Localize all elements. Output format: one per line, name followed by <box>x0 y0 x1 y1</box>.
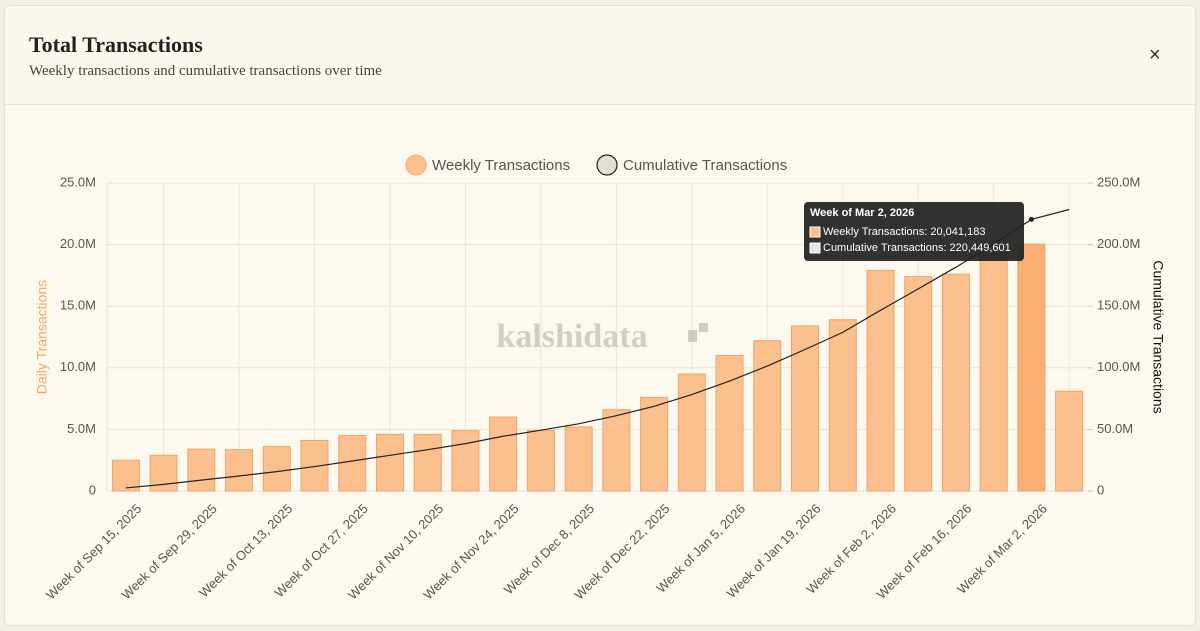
tooltip: Week of Mar 2, 2026 Weekly Transactions: … <box>804 202 1024 261</box>
hover-point <box>1028 216 1034 222</box>
y2-tick-label: 50.0M <box>1097 421 1133 436</box>
bar <box>564 426 593 492</box>
legend-swatch <box>596 154 618 176</box>
watermark: kalshidata <box>496 318 647 355</box>
y-tick-label: 25.0M <box>60 174 96 189</box>
bar <box>866 269 895 492</box>
tooltip-swatch <box>809 242 821 254</box>
y2-tick-label: 150.0M <box>1097 298 1140 313</box>
header: Total Transactions Weekly transactions a… <box>5 6 1195 105</box>
y2-tick-label: 100.0M <box>1097 359 1140 374</box>
bar <box>111 459 140 492</box>
bar <box>828 319 857 492</box>
legend-label: Cumulative Transactions <box>623 157 787 174</box>
tooltip-line: Cumulative Transactions: 220,449,601 <box>823 242 1011 254</box>
watermark-icon <box>688 330 697 342</box>
subtitle: Weekly transactions and cumulative trans… <box>29 63 382 79</box>
bar <box>753 340 782 492</box>
bar <box>1055 390 1084 492</box>
y2-tick-label: 0 <box>1097 482 1104 497</box>
legend-swatch <box>405 154 427 176</box>
y-tick-label: 20.0M <box>60 236 96 251</box>
y-tick-label: 15.0M <box>60 298 96 313</box>
title: Total Transactions <box>29 32 203 57</box>
bar <box>338 435 367 492</box>
y2-axis-title: Cumulative Transactions <box>1150 260 1166 413</box>
bar <box>489 416 518 492</box>
bar <box>1017 243 1046 492</box>
tooltip-box <box>804 202 1024 261</box>
bar <box>715 354 744 492</box>
bar <box>941 273 970 492</box>
y-axis-title: Daily Transactions <box>34 280 50 394</box>
tooltip-line: Weekly Transactions: 20,041,183 <box>823 226 985 238</box>
tooltip-title: Week of Mar 2, 2026 <box>810 207 914 219</box>
line <box>125 208 1070 489</box>
bar <box>602 409 631 492</box>
bar <box>526 430 555 492</box>
bar <box>677 373 706 492</box>
bar <box>640 396 669 492</box>
close-button[interactable]: × <box>1149 44 1161 66</box>
y2-tick-label: 250.0M <box>1097 174 1140 189</box>
bar <box>225 449 254 492</box>
legend-label: Weekly Transactions <box>432 157 570 174</box>
bar <box>413 433 442 492</box>
watermark-icon <box>699 323 708 332</box>
bar <box>904 276 933 492</box>
y-tick-label: 10.0M <box>60 359 96 374</box>
tooltip-swatch <box>809 226 821 238</box>
y-tick-label: 0 <box>89 482 96 497</box>
bar <box>262 446 291 492</box>
bar <box>791 325 820 492</box>
bar <box>451 430 480 492</box>
bar <box>187 448 216 492</box>
bar <box>375 433 404 492</box>
y2-tick-label: 200.0M <box>1097 236 1140 251</box>
y-tick-label: 5.0M <box>67 421 96 436</box>
bar <box>979 252 1008 492</box>
